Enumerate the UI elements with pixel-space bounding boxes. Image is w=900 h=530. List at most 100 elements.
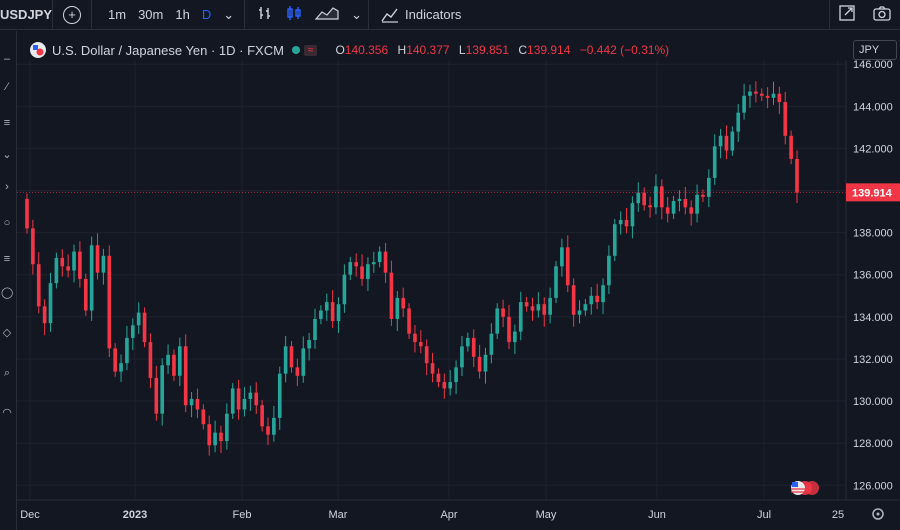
legend-title[interactable]: U.S. Dollar / Japanese Yen · 1D · FXCM (52, 42, 284, 58)
candle (178, 337, 182, 387)
interval-1m[interactable]: 1m (108, 7, 127, 22)
candle (336, 297, 341, 334)
candle-body (283, 346, 288, 374)
interval-1h[interactable]: 1h (175, 7, 190, 22)
ruler-icon[interactable]: ◇ (2, 327, 12, 339)
candle-body (524, 302, 529, 307)
candle-body (324, 302, 329, 311)
candle-body (95, 245, 100, 273)
candle-body (125, 337, 129, 364)
fullscreen-button[interactable] (830, 4, 864, 25)
candle (536, 292, 541, 318)
candle (618, 211, 623, 235)
indicators-button[interactable]: Indicators (375, 7, 467, 23)
candle (677, 190, 682, 212)
candle (66, 254, 70, 278)
candle-body (189, 398, 194, 406)
candle-body (272, 417, 276, 435)
candle-body (730, 131, 735, 151)
candle (319, 305, 323, 325)
market-open-icon (291, 46, 300, 54)
zoom-icon[interactable]: ⌕ (3, 367, 11, 379)
candle (407, 303, 411, 339)
candle (477, 344, 482, 379)
close-value: 139.914 (527, 43, 571, 57)
currency-button[interactable]: JPY (853, 40, 897, 60)
drawing-toolbar: – ⁄ ≡ ⌄ › ○ ≡ ◯ ◇ ⌕ ◠ (0, 31, 17, 530)
candle-body (554, 266, 558, 298)
wave-icon: ≈ (303, 44, 318, 56)
y-tick-label: 134.000 (853, 312, 893, 324)
screenshot-button[interactable] (864, 4, 900, 25)
candle-body (389, 272, 394, 319)
candle (389, 260, 394, 326)
crosshair-icon[interactable]: – (3, 53, 11, 65)
candle (724, 125, 729, 160)
settings-gear-icon[interactable] (872, 508, 884, 520)
candle-body (560, 247, 564, 267)
area-style-button[interactable] (309, 5, 345, 24)
candle (324, 293, 329, 321)
candle (230, 383, 235, 419)
candle (771, 81, 776, 105)
bar-style-icon[interactable] (251, 5, 279, 24)
fib-icon[interactable]: ≡ (3, 117, 11, 129)
candle-body (571, 285, 576, 315)
candle (272, 405, 276, 442)
candle-body (136, 312, 141, 326)
pattern-icon[interactable]: ⌄ (2, 149, 12, 161)
compare-button[interactable]: + (53, 5, 91, 24)
candle (183, 334, 188, 413)
candle-body (254, 392, 259, 406)
node-icon[interactable]: ○ (3, 217, 11, 229)
candles-style-button[interactable] (279, 5, 309, 24)
symbol-label[interactable]: USDJPY (0, 7, 52, 22)
candle-body (454, 367, 458, 383)
candle (524, 296, 529, 312)
candle-body (166, 354, 170, 366)
candle (383, 242, 388, 283)
candle-body (160, 365, 165, 414)
candle (154, 365, 159, 421)
us-flag-events-icon[interactable] (791, 481, 819, 495)
emoji-icon[interactable]: ◯ (1, 287, 14, 299)
candle (113, 343, 117, 377)
chart-type-chevron-icon[interactable]: ⌄ (351, 6, 363, 22)
candle (518, 291, 523, 341)
candle (366, 257, 370, 291)
candle (371, 251, 376, 273)
candle (577, 300, 582, 324)
candle (83, 273, 88, 316)
candle (142, 307, 147, 348)
interval-dropdown-chevron-icon[interactable]: ⌄ (223, 6, 235, 22)
candle-body (395, 297, 400, 319)
candle (36, 252, 41, 314)
candle (507, 304, 511, 350)
measure-icon[interactable]: ≡ (3, 253, 11, 265)
candle-body (342, 274, 347, 305)
candle-body (442, 382, 447, 389)
candle (377, 246, 382, 268)
candle (748, 84, 752, 108)
candle (530, 297, 535, 321)
y-tick-label: 142.000 (853, 143, 893, 155)
trend-line-icon[interactable]: ⁄ (6, 81, 8, 93)
candle (330, 290, 335, 328)
candle (636, 182, 641, 212)
indicators-icon (381, 8, 399, 23)
brush-icon[interactable]: › (5, 181, 9, 193)
candle-body (577, 310, 582, 315)
candle-body (754, 91, 758, 94)
interval-d[interactable]: D (201, 7, 212, 22)
candle (448, 370, 453, 396)
interval-30m[interactable]: 30m (138, 7, 164, 22)
candle (712, 134, 717, 185)
low-value: 139.851 (465, 43, 509, 57)
lock-icon[interactable]: ◠ (2, 407, 12, 419)
candle-body (612, 224, 617, 256)
candle (501, 299, 505, 328)
candle (401, 287, 406, 318)
candle-body (277, 373, 282, 418)
candle (548, 287, 552, 324)
